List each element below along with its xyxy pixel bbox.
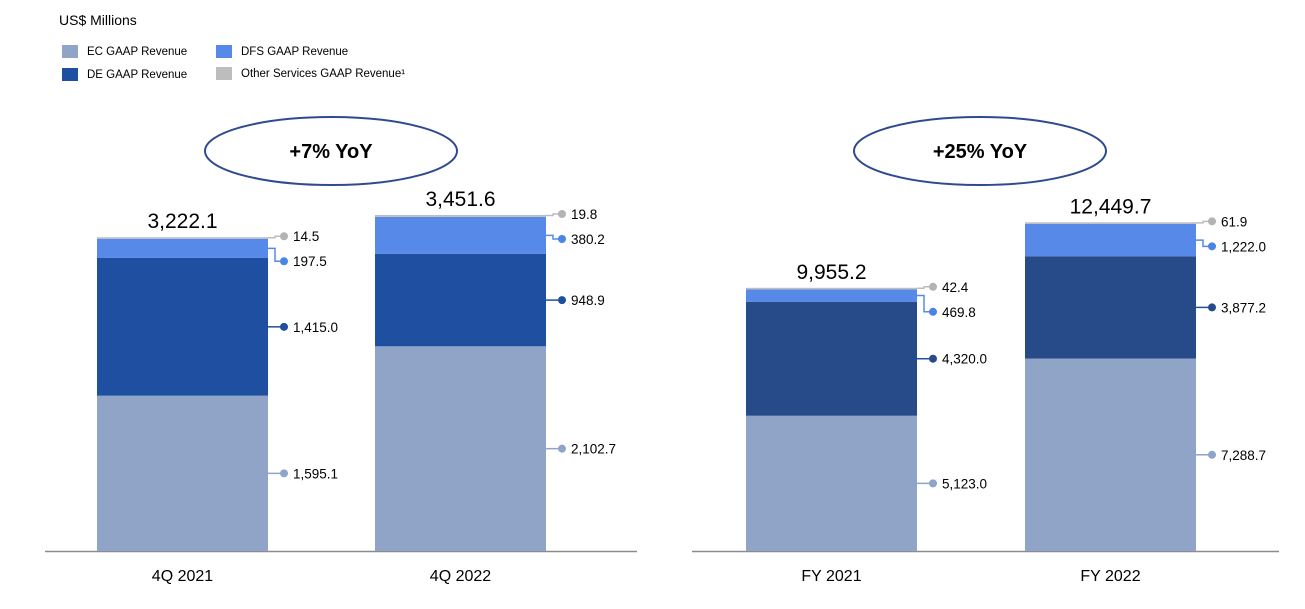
category-label: 4Q 2022 — [430, 568, 491, 585]
leader-dot-de — [929, 354, 937, 363]
data-label-dfs: 1,222.0 — [1221, 239, 1266, 254]
bar-segment-dfs — [375, 216, 546, 254]
leader-dot-de — [558, 296, 566, 305]
bar-segment-other — [97, 237, 268, 239]
bar-segment-ec — [746, 415, 917, 551]
total-label: 3,451.6 — [425, 188, 495, 211]
data-label-dfs: 197.5 — [293, 254, 327, 269]
bar-segment-ec — [1025, 358, 1196, 551]
yoy-annotation: +7% YoY — [289, 141, 373, 163]
bar-segment-ec — [97, 395, 268, 551]
leader-dot-ec — [1208, 450, 1216, 459]
data-label-dfs: 469.8 — [942, 305, 976, 320]
data-label-de: 4,320.0 — [942, 352, 987, 367]
bar-segment-dfs — [97, 238, 268, 258]
leader-dot-ec — [280, 469, 288, 478]
data-label-ec: 1,595.1 — [293, 466, 338, 481]
legend-item-ec: EC GAAP Revenue — [62, 45, 187, 58]
legend-label-other: Other Services GAAP Revenue¹ — [241, 67, 406, 80]
data-label-ec: 7,288.7 — [1221, 448, 1266, 463]
legend-swatch-dfs — [216, 45, 232, 58]
bar-segment-other — [1025, 222, 1196, 224]
leader-dot-other — [1208, 217, 1216, 226]
leader-dot-other — [558, 209, 566, 218]
legend-label-ec: EC GAAP Revenue — [87, 45, 188, 58]
bar-segment-de — [375, 253, 546, 347]
yoy-ellipse — [853, 116, 1107, 186]
bar-segment-other — [375, 214, 546, 217]
data-label-de: 1,415.0 — [293, 320, 338, 335]
bar-segment-dfs — [1025, 223, 1196, 257]
leader-line-other — [1196, 220, 1212, 224]
data-label-dfs: 380.2 — [571, 232, 605, 247]
leader-line-other — [546, 213, 562, 217]
data-label-other: 14.5 — [293, 229, 319, 244]
leader-dot-ec — [929, 479, 937, 488]
legend-item-other: Other Services GAAP Revenue¹ — [216, 67, 405, 80]
bar-segment-ec — [375, 346, 546, 551]
legend-label-dfs: DFS GAAP Revenue — [241, 45, 349, 58]
bar-segment-other — [746, 287, 917, 290]
leader-dot-dfs — [558, 234, 566, 243]
bar-segment-de — [1025, 256, 1196, 359]
data-label-other: 61.9 — [1221, 214, 1247, 229]
legend-swatch-other — [216, 67, 232, 80]
leader-line-other — [268, 235, 284, 239]
leader-line-dfs — [546, 234, 562, 240]
legend-item-dfs: DFS GAAP Revenue — [216, 45, 348, 58]
bar-segment-dfs — [746, 289, 917, 302]
category-label: FY 2021 — [801, 568, 861, 585]
legend-item-de: DE GAAP Revenue — [62, 68, 187, 81]
leader-dot-other — [929, 282, 937, 291]
data-label-other: 19.8 — [571, 207, 597, 222]
leader-line-dfs — [1196, 239, 1212, 248]
data-label-de: 3,877.2 — [1221, 300, 1266, 315]
data-label-ec: 2,102.7 — [571, 442, 616, 457]
leader-dot-dfs — [929, 307, 937, 316]
leader-dot-dfs — [280, 257, 288, 266]
total-label: 9,955.2 — [796, 261, 866, 284]
data-label-ec: 5,123.0 — [942, 476, 987, 491]
bar-segment-de — [97, 257, 268, 396]
legend-swatch-de — [62, 68, 78, 81]
leader-dot-dfs — [1208, 242, 1216, 251]
yoy-annotation: +25% YoY — [933, 141, 1028, 163]
data-label-other: 42.4 — [942, 280, 969, 295]
legend-swatch-ec — [62, 45, 78, 58]
leader-line-dfs — [917, 294, 933, 313]
leader-line-other — [917, 286, 933, 290]
leader-dot-de — [280, 322, 288, 331]
leader-dot-other — [280, 232, 288, 241]
unit-label: US$ Millions — [59, 12, 137, 28]
bar-segment-de — [746, 301, 917, 416]
leader-dot-ec — [558, 444, 566, 453]
leader-line-dfs — [268, 247, 284, 262]
total-label: 3,222.1 — [147, 210, 217, 233]
category-label: 4Q 2021 — [152, 568, 213, 585]
legend-label-de: DE GAAP Revenue — [87, 68, 188, 81]
leader-dot-de — [1208, 303, 1216, 312]
data-label-de: 948.9 — [571, 293, 605, 308]
total-label: 12,449.7 — [1070, 195, 1152, 218]
category-label: FY 2022 — [1080, 568, 1140, 585]
yoy-ellipse — [204, 116, 458, 186]
